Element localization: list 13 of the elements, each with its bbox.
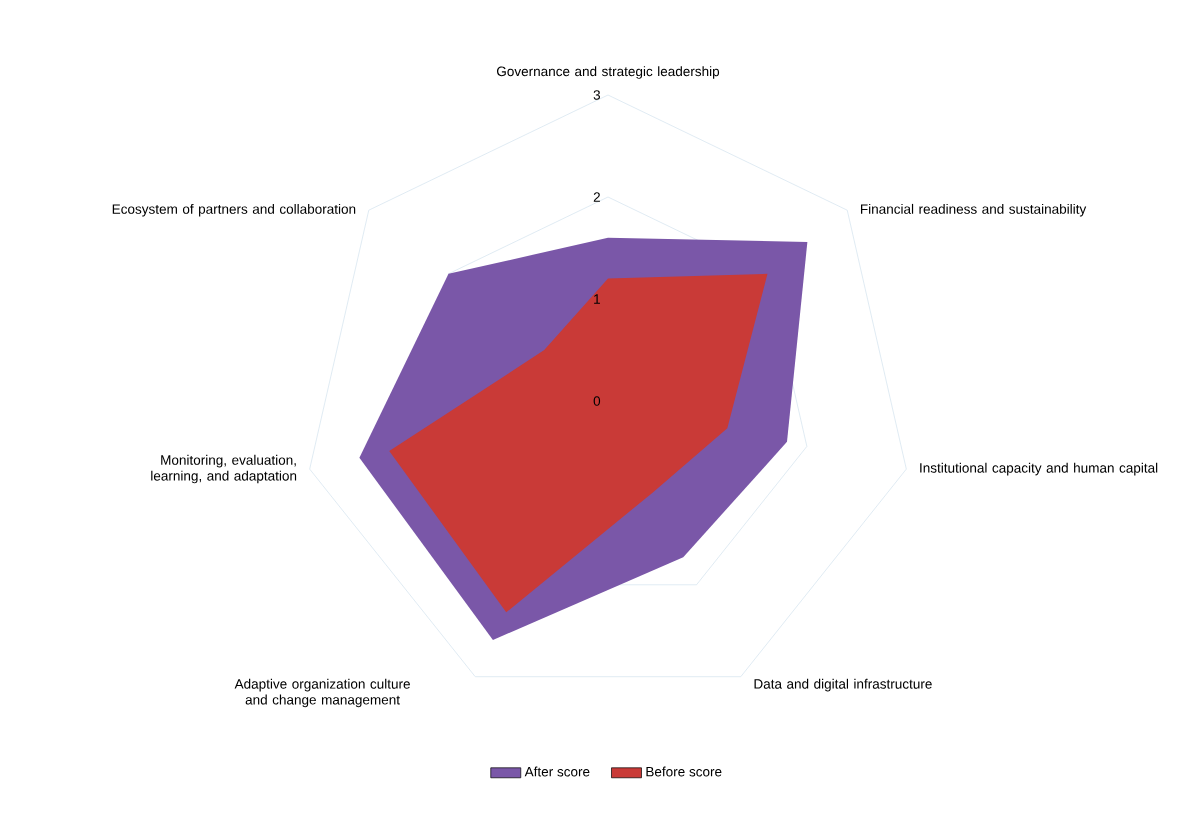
- spoke-label: Financial readiness and sustainability: [861, 203, 1087, 217]
- legend-label: Before score: [646, 766, 722, 777]
- y-tick-label: 3: [593, 90, 601, 100]
- spoke-label: Adaptive organization culture and change management: [234, 678, 410, 708]
- spoke-label: Governance and strategic leadership: [496, 66, 720, 79]
- spoke-label: Institutional capacity and human capital: [920, 462, 1158, 476]
- y-tick-label: 2: [593, 192, 600, 202]
- y-tick-label: 1: [594, 294, 600, 304]
- spoke-label: Monitoring, evaluation, learning, and adaptation: [151, 454, 297, 484]
- spoke-label: Data and digital infrastructure: [754, 678, 932, 692]
- spoke-label: Ecosystem of partners and collaboration: [112, 203, 356, 217]
- y-tick-label: 0: [593, 396, 601, 406]
- legend-label: After score: [524, 766, 590, 777]
